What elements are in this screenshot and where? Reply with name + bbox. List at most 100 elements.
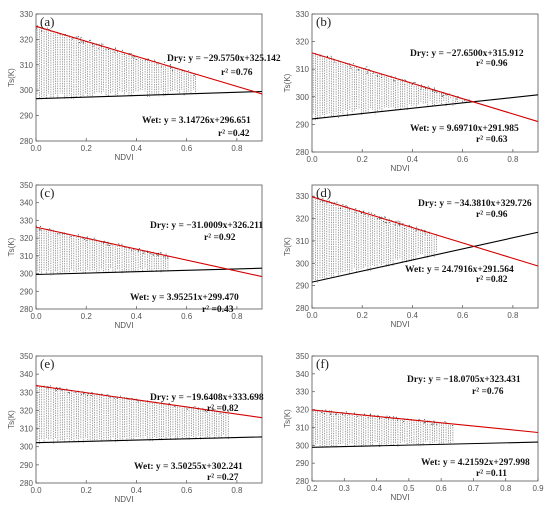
panel-label: (f) xyxy=(316,356,329,371)
scatter-point xyxy=(335,413,337,415)
plot-frame xyxy=(311,355,539,482)
scatter-point xyxy=(169,67,171,69)
y-tick-label: 330 xyxy=(20,388,34,397)
scatter-point xyxy=(194,406,196,408)
scatter-point xyxy=(39,225,41,227)
scatter-point xyxy=(137,250,139,252)
y-tick-label: 300 xyxy=(20,443,34,452)
scatter-point xyxy=(86,394,88,396)
scatter-point xyxy=(150,253,152,255)
dry-equation: Dry: y = −18.0705x+323.431 xyxy=(407,375,521,385)
scatter-point xyxy=(388,222,390,224)
x-tick-label: 0.4 xyxy=(131,486,143,495)
scatter-point xyxy=(50,385,52,387)
scatter-point xyxy=(352,63,354,65)
y-tick-label: 350 xyxy=(296,352,310,361)
scatter-point xyxy=(80,36,82,38)
scatter-point xyxy=(79,41,81,43)
scatter-point xyxy=(321,412,323,414)
scatter-point xyxy=(441,93,443,95)
scatter-point xyxy=(394,224,396,226)
x-tick-label: 0.6 xyxy=(181,312,193,321)
scatter-point xyxy=(132,56,134,58)
scatter-point xyxy=(380,76,382,78)
scatter-point xyxy=(342,204,344,206)
y-tick-label: 330 xyxy=(296,388,310,397)
y-tick-label: 330 xyxy=(20,216,34,225)
scatter-point xyxy=(326,202,328,204)
dry-equation: Dry: y = −29.5750x+325.142 xyxy=(167,54,281,64)
scatter-point xyxy=(360,213,362,215)
scatter-point xyxy=(156,254,158,256)
y-tick-label: 280 xyxy=(296,148,310,157)
scatter-points xyxy=(312,52,470,121)
x-tick-label: 0.3 xyxy=(339,484,351,493)
scatter-point xyxy=(403,421,405,423)
wet-r2: r² =0.27 xyxy=(207,473,239,483)
scatter-point xyxy=(92,45,94,47)
scatter-point xyxy=(106,244,108,246)
scatter-point xyxy=(75,392,77,394)
scatter-point xyxy=(413,82,415,84)
scatter-point xyxy=(323,413,325,415)
scatter-point xyxy=(133,249,135,251)
scatter-point xyxy=(49,228,51,230)
scatter-point xyxy=(122,49,124,51)
scatter-point xyxy=(41,30,43,32)
scatter-points xyxy=(312,409,454,449)
x-tick-label: 0.2 xyxy=(357,311,369,320)
panel-label: (b) xyxy=(316,14,331,29)
y-tick-label: 340 xyxy=(20,370,34,379)
scatter-point xyxy=(383,216,385,218)
scatter-point xyxy=(319,200,321,202)
scatter-point xyxy=(350,67,352,69)
scatter-point xyxy=(462,101,464,103)
dry-r2: r² =0.92 xyxy=(204,233,236,243)
scatter-point xyxy=(107,394,109,396)
scatter-point xyxy=(452,425,454,427)
scatter-point xyxy=(349,209,351,211)
y-tick-label: 300 xyxy=(296,441,310,450)
scatter-point xyxy=(344,415,346,417)
scatter-point xyxy=(165,253,167,255)
scatter-point xyxy=(393,416,395,418)
x-tick-label: 0.8 xyxy=(507,155,519,164)
scatter-point xyxy=(385,216,387,218)
scatter-point xyxy=(59,233,61,235)
scatter-point xyxy=(131,249,133,251)
scatter-point xyxy=(377,218,379,220)
scatter-point xyxy=(325,409,327,411)
dry-equation: Dry: y = −27.6500x+315.912 xyxy=(410,49,524,59)
x-tick-label: 0.2 xyxy=(81,312,93,321)
scatter-point xyxy=(211,408,213,410)
scatter-point xyxy=(354,412,356,414)
wet-edge-line xyxy=(35,90,263,100)
dry-r2: r² =0.82 xyxy=(207,404,239,414)
wet-equation: Wet: y = 3.14726x+296.651 xyxy=(142,116,251,126)
scatter-point xyxy=(336,201,338,203)
scatter-point xyxy=(137,401,139,403)
x-axis-label: NDVI xyxy=(114,153,133,162)
scatter-point xyxy=(424,229,426,231)
x-axis-label: NDVI xyxy=(114,495,133,504)
scatter-point xyxy=(102,43,104,45)
scatter-point xyxy=(436,92,438,94)
scatter-point xyxy=(193,74,195,76)
x-tick-label: 0.2 xyxy=(357,155,369,164)
scatter-point xyxy=(345,411,347,413)
scatter-point xyxy=(374,214,376,216)
scatter-point xyxy=(143,252,145,254)
scatter-point xyxy=(55,390,57,392)
x-tick-label: 0.8 xyxy=(500,484,512,493)
y-tick-label: 310 xyxy=(20,252,34,261)
scatter-point xyxy=(330,413,332,415)
panel-d: 280 290 300 310 320 330 0.0 0.2 0.4 0.6 0.8 NDVI Ts(… xyxy=(283,184,539,329)
x-tick-label: 0.9 xyxy=(532,484,544,493)
scatter-point xyxy=(369,414,371,416)
scatter-point xyxy=(70,236,72,238)
scatter-point xyxy=(91,391,93,393)
scatter-point xyxy=(67,391,69,393)
scatter-point xyxy=(159,252,161,254)
scatter-point xyxy=(109,396,111,398)
scatter-point xyxy=(105,49,107,51)
